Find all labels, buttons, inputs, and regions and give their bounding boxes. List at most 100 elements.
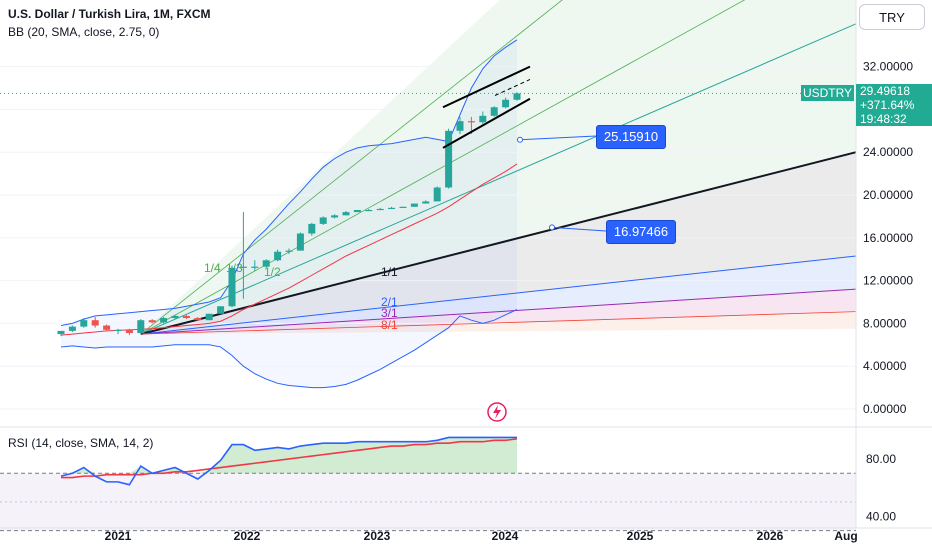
candle-body: [467, 121, 475, 123]
candle-body: [456, 121, 464, 131]
callout-anchor-lower: [549, 224, 555, 231]
callout-upper[interactable]: 25.15910: [596, 125, 666, 149]
bar-countdown-label: 19:48:32: [856, 112, 932, 126]
candle-body: [445, 130, 453, 188]
candle-body: [433, 187, 441, 202]
callout-connector-upper: [519, 135, 597, 141]
y-tick-label: 4.00000: [863, 359, 907, 373]
chart-title-text: U.S. Dollar / Turkish Lira, 1M, FXCM: [8, 7, 211, 21]
candle-body: [91, 320, 99, 326]
fan-label: 8/1: [381, 318, 398, 332]
fan-line: [140, 0, 746, 335]
gann-fan: 1/41/31/21/12/13/18/1: [140, 0, 857, 336]
candle-body: [502, 99, 510, 108]
candle-body: [319, 217, 327, 224]
candle-body: [479, 115, 487, 123]
x-tick-label: 2021: [105, 529, 132, 543]
last-price-label: 29.49618: [856, 84, 932, 98]
candle-body: [103, 325, 111, 330]
fan-label: 2/1: [381, 295, 398, 309]
flash-icon[interactable]: [487, 402, 507, 422]
candle-body: [148, 320, 156, 323]
callout-lower[interactable]: 16.97466: [606, 220, 676, 244]
chart-title: U.S. Dollar / Turkish Lira, 1M, FXCM: [8, 7, 210, 21]
candle-body: [239, 266, 247, 268]
x-tick-label: 2025: [627, 529, 654, 543]
candle-body: [490, 107, 498, 116]
candle-body: [57, 330, 65, 335]
x-tick-label: 2022: [234, 529, 261, 543]
y-tick-label: 20.00000: [863, 188, 913, 202]
rsi-ma-line: [61, 438, 518, 479]
candle-body: [353, 209, 361, 213]
bb-lower-line: [60, 309, 518, 389]
fan-label: 3/1: [381, 306, 398, 320]
misc: [487, 402, 507, 422]
candle-body: [171, 315, 179, 319]
y-tick-label: 8.00000: [863, 316, 907, 330]
candle-body: [410, 203, 418, 207]
candle-body: [160, 318, 168, 323]
candle-body: [182, 315, 190, 319]
channel-top: [442, 65, 531, 109]
candle-body: [125, 329, 133, 334]
change-percent-label: +371.64%: [856, 98, 932, 112]
rsi-indicator-legend[interactable]: RSI (14, close, SMA, 14, 2): [8, 436, 154, 450]
candle-body: [80, 320, 88, 327]
fan-label: 1/2: [264, 265, 281, 279]
rsi-line: [60, 436, 517, 486]
y-tick-label: 12.00000: [863, 274, 913, 288]
callout-anchor-upper: [517, 136, 523, 143]
candle-body: [342, 212, 350, 216]
y-tick-label: 32.00000: [863, 60, 913, 74]
candle-body: [194, 318, 202, 321]
candle-body: [399, 206, 407, 208]
rsi-tick-label: 40.00: [866, 509, 896, 523]
candle-body: [205, 313, 213, 321]
bb-upper-line: [60, 39, 518, 327]
fan-label: 1/1: [381, 265, 398, 279]
x-tick-label: 2023: [364, 529, 391, 543]
candle-body: [422, 201, 430, 204]
candles[interactable]: [57, 92, 521, 337]
candle-body: [331, 215, 339, 218]
rsi-band: [0, 473, 856, 531]
x-tick-label: 2026: [757, 529, 784, 543]
candle-body: [228, 267, 236, 307]
fan-line: [140, 23, 857, 335]
fan-line: [140, 311, 857, 335]
candle-body: [308, 223, 316, 234]
candle-body: [376, 208, 384, 211]
price-channel: [442, 65, 531, 149]
fan-line: [140, 288, 857, 335]
fan-line: [140, 151, 857, 336]
fan-label: 1/4: [204, 261, 221, 275]
bb-indicator-legend[interactable]: BB (20, SMA, close, 2.75, 0): [8, 25, 160, 39]
fan-fill-top: [140, 0, 856, 335]
x-tick-label: 2024: [492, 529, 519, 543]
x-tick-label: Aug: [834, 529, 857, 543]
rsi-pane: [0, 426, 932, 532]
y-tick-label: 24.00000: [863, 145, 913, 159]
candle-body: [365, 209, 373, 212]
callout-connector-lower: [551, 226, 607, 232]
currency-button[interactable]: TRY: [859, 4, 925, 30]
candle-body: [296, 233, 304, 251]
candle-body: [137, 320, 145, 334]
candle-body: [262, 260, 270, 267]
candle-body: [217, 306, 225, 314]
candle-body: [388, 207, 396, 210]
candle-body: [274, 251, 282, 261]
fan-line: [140, 0, 563, 335]
candle-body: [68, 326, 76, 331]
bb-basis-line: [60, 163, 518, 336]
candle-body: [513, 93, 521, 100]
candle-body: [114, 329, 122, 332]
y-tick-label: 0.00000: [863, 402, 907, 416]
candle-body: [285, 250, 293, 252]
symbol-tag: USDTRY: [801, 85, 854, 101]
grid: [0, 66, 856, 410]
channel-bottom: [442, 97, 531, 149]
